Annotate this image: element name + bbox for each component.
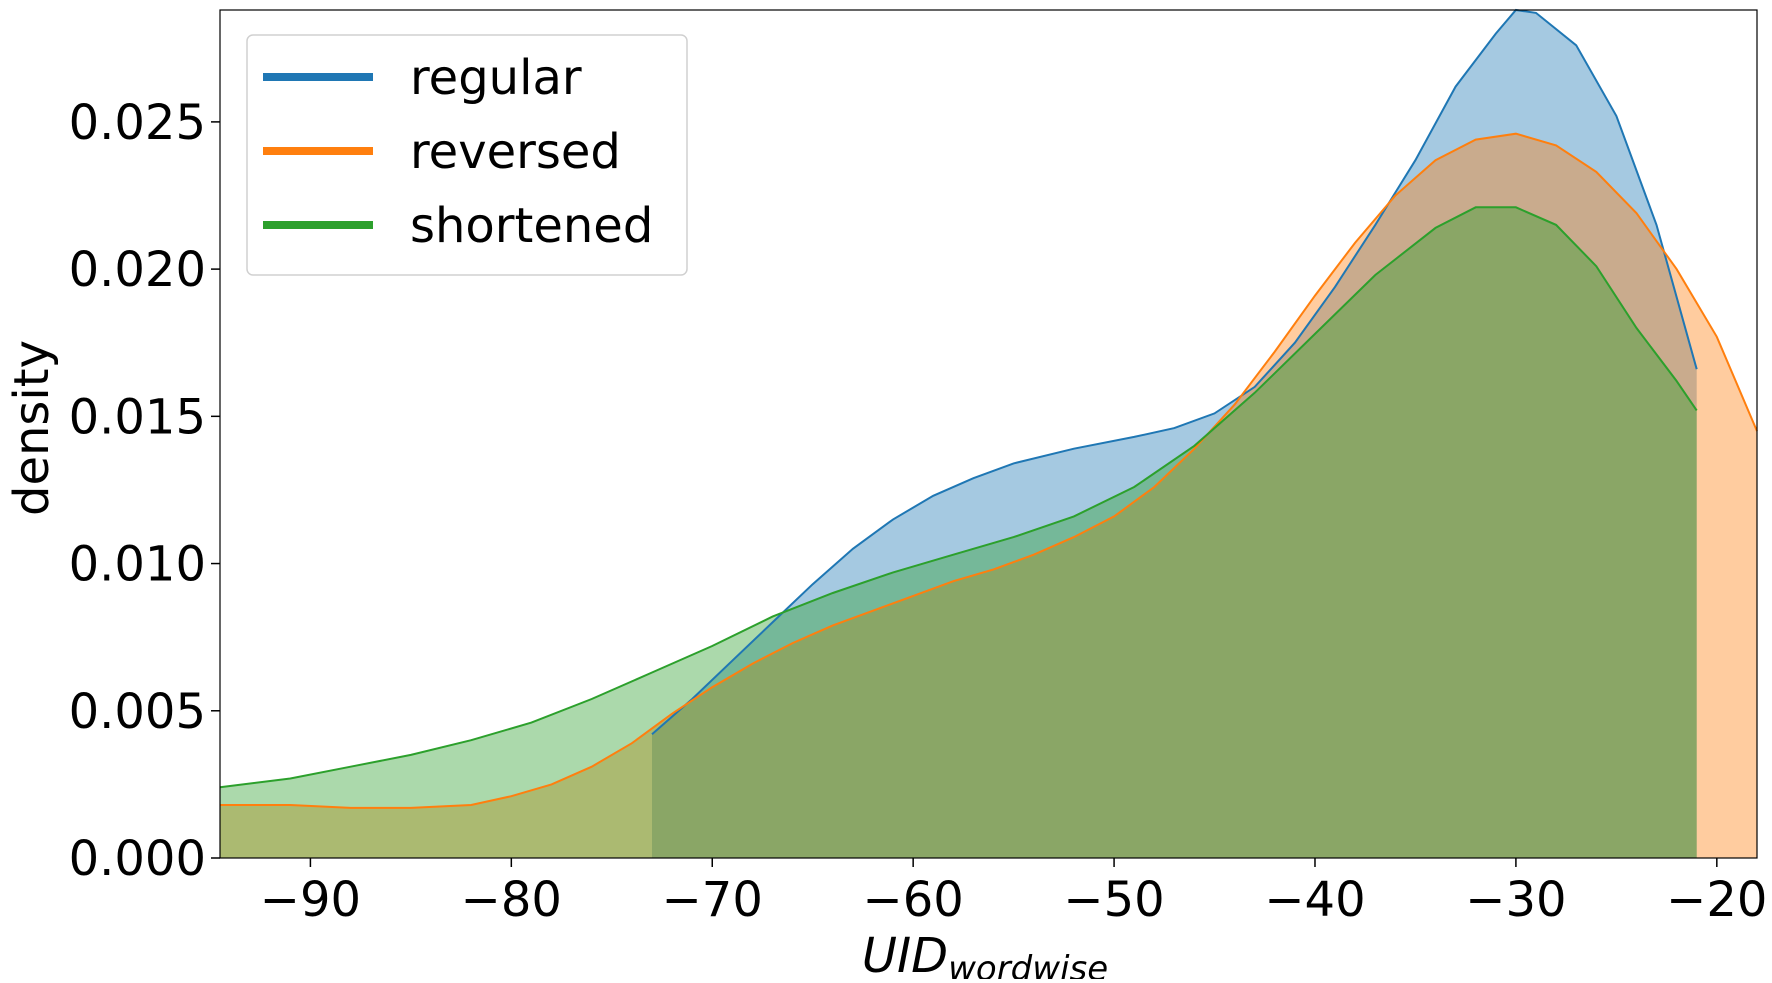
x-tick-label: −20 [1666, 872, 1767, 928]
y-tick-label: 0.020 [69, 242, 206, 298]
x-tick-label: −60 [863, 872, 964, 928]
x-axis-ticks: −90 −80 −70 −60 −50 −40 −30 −20 [260, 858, 1767, 928]
y-tick-label: 0.010 [69, 537, 206, 593]
x-axis-label-subscript: wordwise [948, 949, 1108, 979]
legend: regular reversed shortened [246, 34, 688, 276]
x-tick-label: −40 [1264, 872, 1365, 928]
y-tick-label: 0.000 [69, 831, 206, 887]
area-regular [652, 10, 1697, 858]
legend-label-reversed: reversed [410, 124, 621, 180]
series-areas [220, 10, 1757, 859]
y-axis-label: density [4, 340, 60, 516]
series-lines [219, 8, 1758, 809]
x-tick-label: −80 [461, 872, 562, 928]
x-axis-label-main: UID [862, 928, 948, 979]
area-shortened [220, 207, 1697, 859]
line-reversed [220, 132, 1758, 809]
y-tick-label: 0.015 [69, 389, 206, 445]
x-tick-label: −90 [260, 872, 361, 928]
x-tick-label: −30 [1465, 872, 1566, 928]
area-reversed [220, 133, 1757, 858]
x-tick-label: −70 [662, 872, 763, 928]
legend-label-shortened: shortened [410, 198, 653, 254]
legend-items: regular reversed shortened [263, 50, 653, 254]
line-shortened [219, 206, 1698, 789]
y-tick-label: 0.005 [69, 684, 206, 740]
x-tick-label: −50 [1063, 872, 1164, 928]
legend-box [246, 34, 688, 276]
y-axis-ticks: 0.000 0.005 0.010 0.015 0.020 0.025 [69, 95, 220, 887]
legend-label-regular: regular [410, 50, 582, 106]
plot-frame [219, 9, 1758, 859]
line-regular [651, 8, 1698, 736]
y-tick-label: 0.025 [69, 95, 206, 151]
x-axis-label: UIDwordwise [862, 928, 1108, 979]
